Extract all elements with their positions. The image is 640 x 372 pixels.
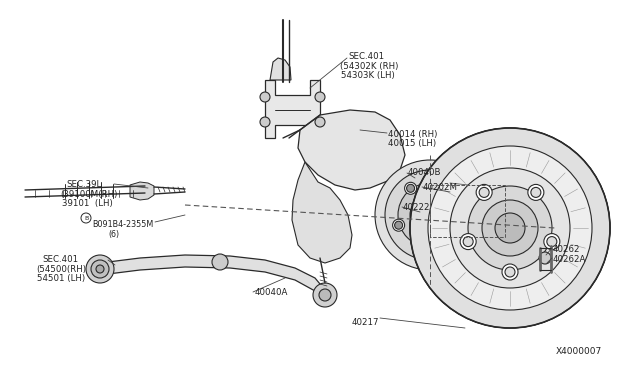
Circle shape bbox=[539, 252, 551, 264]
Circle shape bbox=[313, 283, 337, 307]
Circle shape bbox=[315, 92, 325, 102]
Text: X4000007: X4000007 bbox=[556, 347, 602, 356]
Circle shape bbox=[410, 128, 610, 328]
Circle shape bbox=[479, 187, 489, 198]
Circle shape bbox=[456, 219, 467, 231]
Text: B: B bbox=[84, 215, 88, 221]
Circle shape bbox=[547, 237, 557, 247]
Circle shape bbox=[260, 92, 270, 102]
Wedge shape bbox=[410, 128, 610, 328]
Circle shape bbox=[468, 186, 552, 270]
Text: SEC.401: SEC.401 bbox=[42, 255, 78, 264]
Circle shape bbox=[212, 254, 228, 270]
Circle shape bbox=[531, 187, 541, 198]
Text: 40014 (RH): 40014 (RH) bbox=[388, 130, 437, 139]
Circle shape bbox=[476, 185, 492, 201]
Text: 54501 (LH): 54501 (LH) bbox=[37, 274, 85, 283]
Circle shape bbox=[260, 117, 270, 127]
Text: SEC.401: SEC.401 bbox=[348, 52, 384, 61]
Circle shape bbox=[395, 221, 403, 229]
Polygon shape bbox=[100, 255, 325, 300]
Text: SEC.39L: SEC.39L bbox=[66, 180, 101, 189]
Polygon shape bbox=[265, 80, 320, 138]
Text: (39100M(RH): (39100M(RH) bbox=[60, 190, 117, 199]
Circle shape bbox=[410, 195, 450, 235]
Circle shape bbox=[424, 242, 436, 254]
Circle shape bbox=[398, 183, 462, 247]
Text: (54302K (RH): (54302K (RH) bbox=[340, 62, 398, 71]
Circle shape bbox=[463, 237, 473, 247]
Circle shape bbox=[544, 234, 560, 250]
Polygon shape bbox=[292, 162, 352, 263]
Circle shape bbox=[444, 182, 456, 194]
Circle shape bbox=[495, 213, 525, 243]
Text: 54303K (LH): 54303K (LH) bbox=[341, 71, 395, 80]
Circle shape bbox=[450, 168, 570, 288]
Polygon shape bbox=[130, 182, 154, 200]
Circle shape bbox=[319, 289, 331, 301]
Text: 40040B: 40040B bbox=[408, 168, 442, 177]
Polygon shape bbox=[270, 58, 291, 80]
Text: 39101  (LH): 39101 (LH) bbox=[62, 199, 113, 208]
Circle shape bbox=[505, 267, 515, 277]
Circle shape bbox=[392, 219, 404, 231]
Circle shape bbox=[86, 255, 114, 283]
Text: 40015 (LH): 40015 (LH) bbox=[388, 139, 436, 148]
Circle shape bbox=[502, 264, 518, 280]
Circle shape bbox=[426, 244, 434, 252]
Circle shape bbox=[528, 185, 544, 201]
Circle shape bbox=[385, 170, 475, 260]
Circle shape bbox=[460, 234, 476, 250]
Text: 40217: 40217 bbox=[352, 318, 380, 327]
Text: (6): (6) bbox=[108, 230, 119, 239]
Circle shape bbox=[458, 221, 465, 229]
Text: 40040A: 40040A bbox=[255, 288, 289, 297]
Polygon shape bbox=[298, 110, 405, 190]
Circle shape bbox=[96, 265, 104, 273]
Text: 40262: 40262 bbox=[553, 245, 580, 254]
Text: 40222: 40222 bbox=[403, 203, 431, 212]
Circle shape bbox=[375, 160, 485, 270]
Circle shape bbox=[404, 182, 417, 194]
Circle shape bbox=[91, 260, 109, 278]
Circle shape bbox=[406, 184, 415, 192]
Circle shape bbox=[315, 117, 325, 127]
Text: B091B4-2355M: B091B4-2355M bbox=[92, 220, 153, 229]
Text: (54500(RH): (54500(RH) bbox=[36, 265, 86, 274]
Circle shape bbox=[445, 184, 453, 192]
Circle shape bbox=[482, 200, 538, 256]
Text: 40202M: 40202M bbox=[423, 183, 458, 192]
Circle shape bbox=[420, 205, 440, 225]
Text: 40262A: 40262A bbox=[553, 255, 586, 264]
